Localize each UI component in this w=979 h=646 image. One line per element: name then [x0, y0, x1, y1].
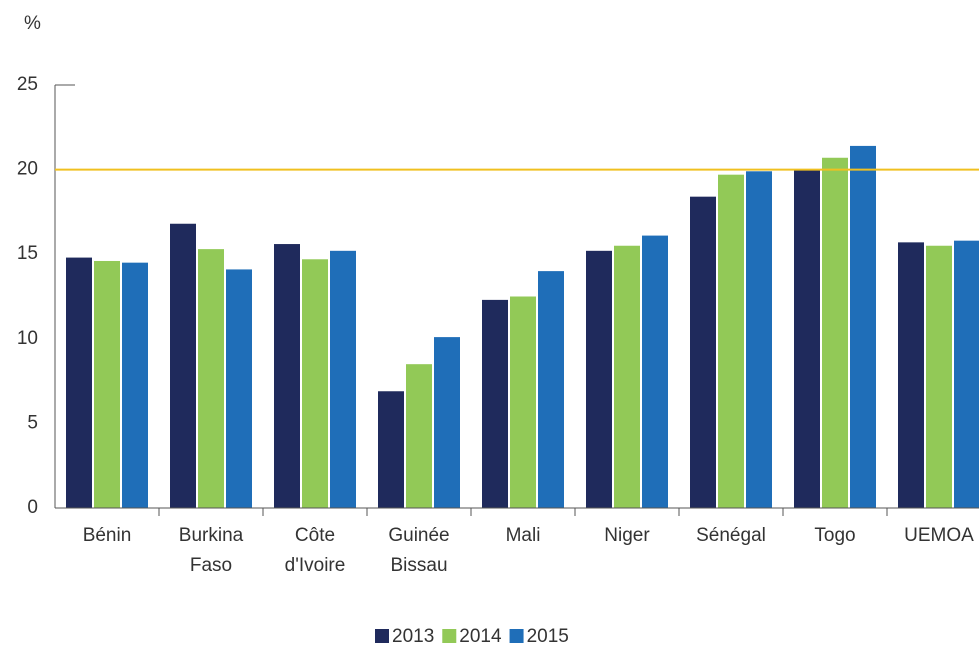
- legend-swatch: [509, 629, 524, 643]
- bar: [482, 299, 508, 508]
- x-tick-label: Mali: [506, 525, 541, 546]
- legend-label: 2014: [459, 626, 502, 646]
- x-tick-label: UEMOA: [904, 525, 974, 546]
- bar: [690, 196, 716, 508]
- y-tick-label: 0: [27, 497, 38, 518]
- x-tick-label: Niger: [604, 525, 650, 546]
- legend-swatch: [442, 629, 457, 643]
- bar: [538, 271, 564, 508]
- x-tick-label: Togo: [814, 525, 855, 546]
- bar: [434, 337, 460, 508]
- x-tick-label: Guinée Bissau: [388, 525, 449, 576]
- bar: [746, 171, 772, 509]
- bar: [614, 245, 640, 509]
- y-tick-label: 15: [17, 243, 38, 264]
- legend-label: 2015: [527, 626, 569, 646]
- y-tick-label: 10: [17, 328, 38, 349]
- x-tick-label: Bénin: [83, 525, 132, 546]
- bar: [226, 269, 252, 508]
- bar: [822, 157, 848, 509]
- bar: [122, 262, 148, 508]
- bar: [66, 257, 92, 508]
- bar: [330, 250, 356, 509]
- bar: [642, 235, 668, 508]
- bar: [718, 174, 744, 508]
- bar: [510, 296, 536, 508]
- y-tick-label: 5: [27, 412, 38, 433]
- bar: [954, 240, 979, 508]
- bar: [274, 244, 300, 508]
- bar: [850, 145, 876, 509]
- x-tick-label: Côte d'Ivoire: [285, 525, 346, 576]
- legend-label: 2013: [392, 626, 434, 646]
- bar: [198, 249, 224, 508]
- bar: [302, 259, 328, 508]
- bar: [794, 169, 820, 508]
- legend-swatch: [375, 629, 389, 643]
- bar: [378, 391, 404, 508]
- y-tick-label: 25: [17, 74, 38, 95]
- y-axis-label: %: [24, 13, 41, 34]
- x-tick-label: Sénégal: [696, 525, 766, 546]
- bar: [898, 242, 924, 508]
- x-tick-label: Burkina Faso: [179, 525, 244, 576]
- bar: [406, 364, 432, 508]
- y-tick-label: 20: [17, 159, 38, 180]
- bar: [586, 250, 612, 509]
- bar: [170, 223, 196, 508]
- bar: [926, 245, 952, 509]
- bar: [94, 260, 120, 508]
